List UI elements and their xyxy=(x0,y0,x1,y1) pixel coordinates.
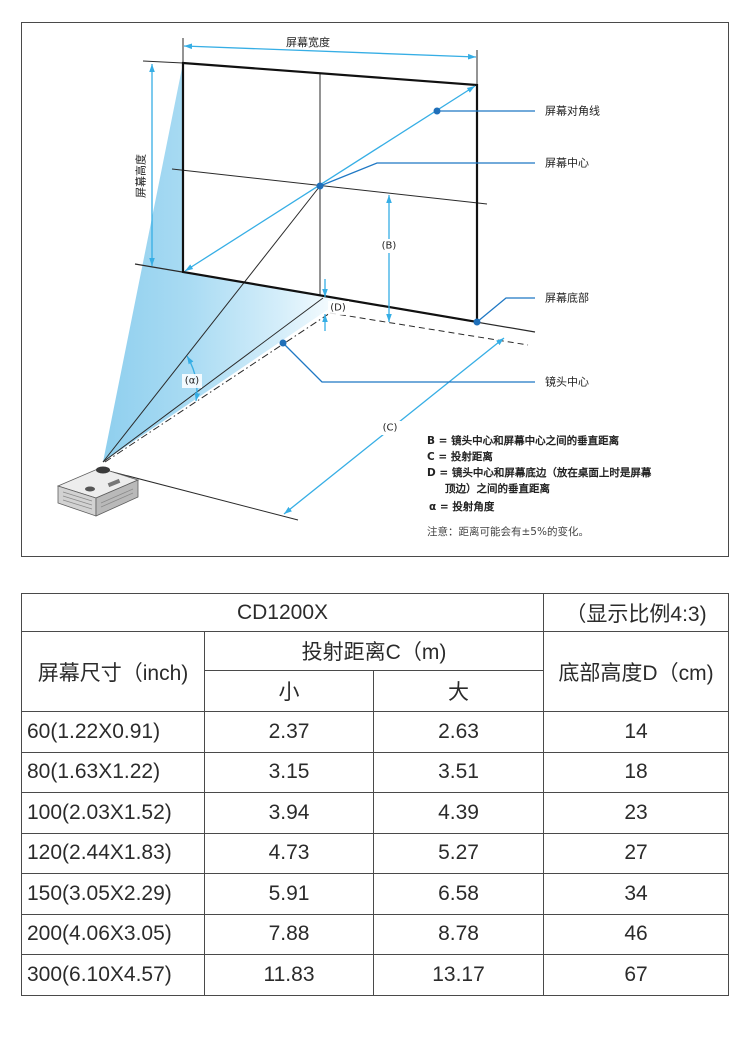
screen-bottom-label: 屏幕底部 xyxy=(545,291,589,305)
callout-connectors xyxy=(282,110,535,383)
center-callout-line xyxy=(319,162,535,187)
projector-side xyxy=(95,479,139,517)
table-header-row: 屏幕尺寸（inch) 投射距离C（m) 底部高度D（cm) xyxy=(21,631,729,712)
table-row: 120(2.44X1.83) 4.73 5.27 27 xyxy=(21,832,729,874)
diagonal-arrow xyxy=(184,85,476,272)
screen-size-cell: 100(2.03X1.52) xyxy=(21,792,205,834)
lens-callout-line xyxy=(282,342,535,383)
bottom-height-cell: 27 xyxy=(543,832,729,874)
throw-min-cell: 3.15 xyxy=(204,751,374,793)
table-row: 200(4.06X3.05) 7.88 8.78 46 xyxy=(21,913,729,955)
bottom-height-cell: 23 xyxy=(543,792,729,834)
variance-note: 注意：距离可能会有±5%的变化。 xyxy=(427,525,589,538)
throw-distance-diagram: 屏幕宽度 屏幕高度 屏幕对角线 屏幕中心 屏幕底部 镜头中心 (B) (D) (… xyxy=(21,22,729,557)
throw-max-cell: 2.63 xyxy=(373,711,544,753)
legend: B = 镜头中心和屏幕中心之间的垂直距离 C = 投射距离 D = 镜头中心和屏… xyxy=(427,434,652,538)
projector-illustration xyxy=(56,466,140,517)
screen-size-header: 屏幕尺寸（inch) xyxy=(21,631,205,712)
legend-d-line1: D = 镜头中心和屏幕底边（放在桌面上时是屏幕 xyxy=(427,466,652,479)
width-arrow xyxy=(183,43,477,60)
throw-distance-header: 投射距离C（m) xyxy=(204,631,544,671)
bottom-height-header: 底部高度D（cm) xyxy=(543,631,729,712)
c-label-bg xyxy=(379,421,401,435)
lens-to-bottom-line xyxy=(102,297,324,463)
alpha-label-bg xyxy=(182,374,202,388)
lens-axis-line xyxy=(104,312,331,463)
lens-center-label: 镜头中心 xyxy=(545,375,589,389)
b-label: (B) xyxy=(382,241,397,252)
screen-size-cell: 150(3.05X2.29) xyxy=(21,873,205,915)
diagonal-dot xyxy=(433,107,441,115)
screen-size-cell: 60(1.22X0.91) xyxy=(21,711,205,753)
throw-min-cell: 4.73 xyxy=(204,832,374,874)
d-label-bg xyxy=(328,301,349,315)
c-label: (C) xyxy=(383,423,398,434)
throw-max-cell: 3.51 xyxy=(373,751,544,793)
screen-size-cell: 300(6.10X4.57) xyxy=(21,954,205,996)
center-dot xyxy=(316,182,324,190)
throw-min-cell: 11.83 xyxy=(204,954,374,996)
throw-max-cell: 4.39 xyxy=(373,792,544,834)
screen-height-label: 屏幕高度 xyxy=(134,154,148,198)
alpha-label: (α) xyxy=(185,376,199,387)
bottom-callout-line xyxy=(476,297,535,323)
table-row: 150(3.05X2.29) 5.91 6.58 34 xyxy=(21,873,729,915)
aspect-ratio-cell: （显示比例4:3) xyxy=(543,593,729,632)
table-row: 80(1.63X1.22) 3.15 3.51 18 xyxy=(21,751,729,793)
screen-diagonal-label: 屏幕对角线 xyxy=(545,104,600,118)
table-row: 100(2.03X1.52) 3.94 4.39 23 xyxy=(21,792,729,834)
projector-panel xyxy=(107,478,121,488)
bottom-height-cell: 67 xyxy=(543,954,729,996)
lens-dot xyxy=(279,339,287,347)
screen-width-label: 屏幕宽度 xyxy=(286,35,330,49)
bottom-height-cell: 46 xyxy=(543,913,729,955)
throw-max-cell: 5.27 xyxy=(373,832,544,874)
legend-b: B = 镜头中心和屏幕中心之间的垂直距离 xyxy=(427,434,620,447)
callout-dots xyxy=(279,107,481,347)
b-label-bg xyxy=(378,239,400,253)
throw-min-cell: 2.37 xyxy=(204,711,374,753)
screen-center-label: 屏幕中心 xyxy=(545,156,589,170)
floor-dashed-line xyxy=(329,312,529,346)
throw-extension-line xyxy=(104,469,299,521)
projection-cone xyxy=(103,63,345,462)
bottom-dot xyxy=(473,318,481,326)
table-header-row: 小 大 xyxy=(22,670,729,712)
throw-min-cell: 7.88 xyxy=(204,913,374,955)
throw-min-cell: 3.94 xyxy=(204,792,374,834)
table-row: 300(6.10X4.57) 11.83 13.17 67 xyxy=(21,954,729,996)
legend-d-line2: 顶边）之间的垂直距离 xyxy=(445,482,550,495)
top-extension-line xyxy=(142,60,184,64)
throw-max-cell: 8.78 xyxy=(373,913,544,955)
throw-distance-table: CD1200X （显示比例4:3) 屏幕尺寸（inch) 投射距离C（m) 底部… xyxy=(21,593,729,996)
projector-lens-ring xyxy=(85,486,95,492)
throw-max-cell: 6.58 xyxy=(373,873,544,915)
bottom-height-cell: 34 xyxy=(543,873,729,915)
throw-max-cell: 13.17 xyxy=(373,954,544,996)
projector-lens xyxy=(96,466,110,474)
projector-vents xyxy=(62,488,134,510)
table-header-row: CD1200X （显示比例4:3) xyxy=(21,593,729,632)
throw-min-header: 小 xyxy=(204,670,374,712)
d-label: (D) xyxy=(330,303,346,314)
screen-size-cell: 120(2.44X1.83) xyxy=(21,832,205,874)
throw-min-cell: 5.91 xyxy=(204,873,374,915)
screen-size-cell: 200(4.06X3.05) xyxy=(21,913,205,955)
legend-c: C = 投射距离 xyxy=(427,450,493,463)
legend-alpha: α = 投射角度 xyxy=(429,500,495,513)
bottom-height-cell: 18 xyxy=(543,751,729,793)
bottom-height-cell: 14 xyxy=(543,711,729,753)
table-row: 60(1.22X0.91) 2.37 2.63 14 xyxy=(21,711,729,753)
model-cell: CD1200X xyxy=(21,593,544,632)
screen-size-cell: 80(1.63X1.22) xyxy=(21,751,205,793)
throw-max-header: 大 xyxy=(373,670,544,712)
